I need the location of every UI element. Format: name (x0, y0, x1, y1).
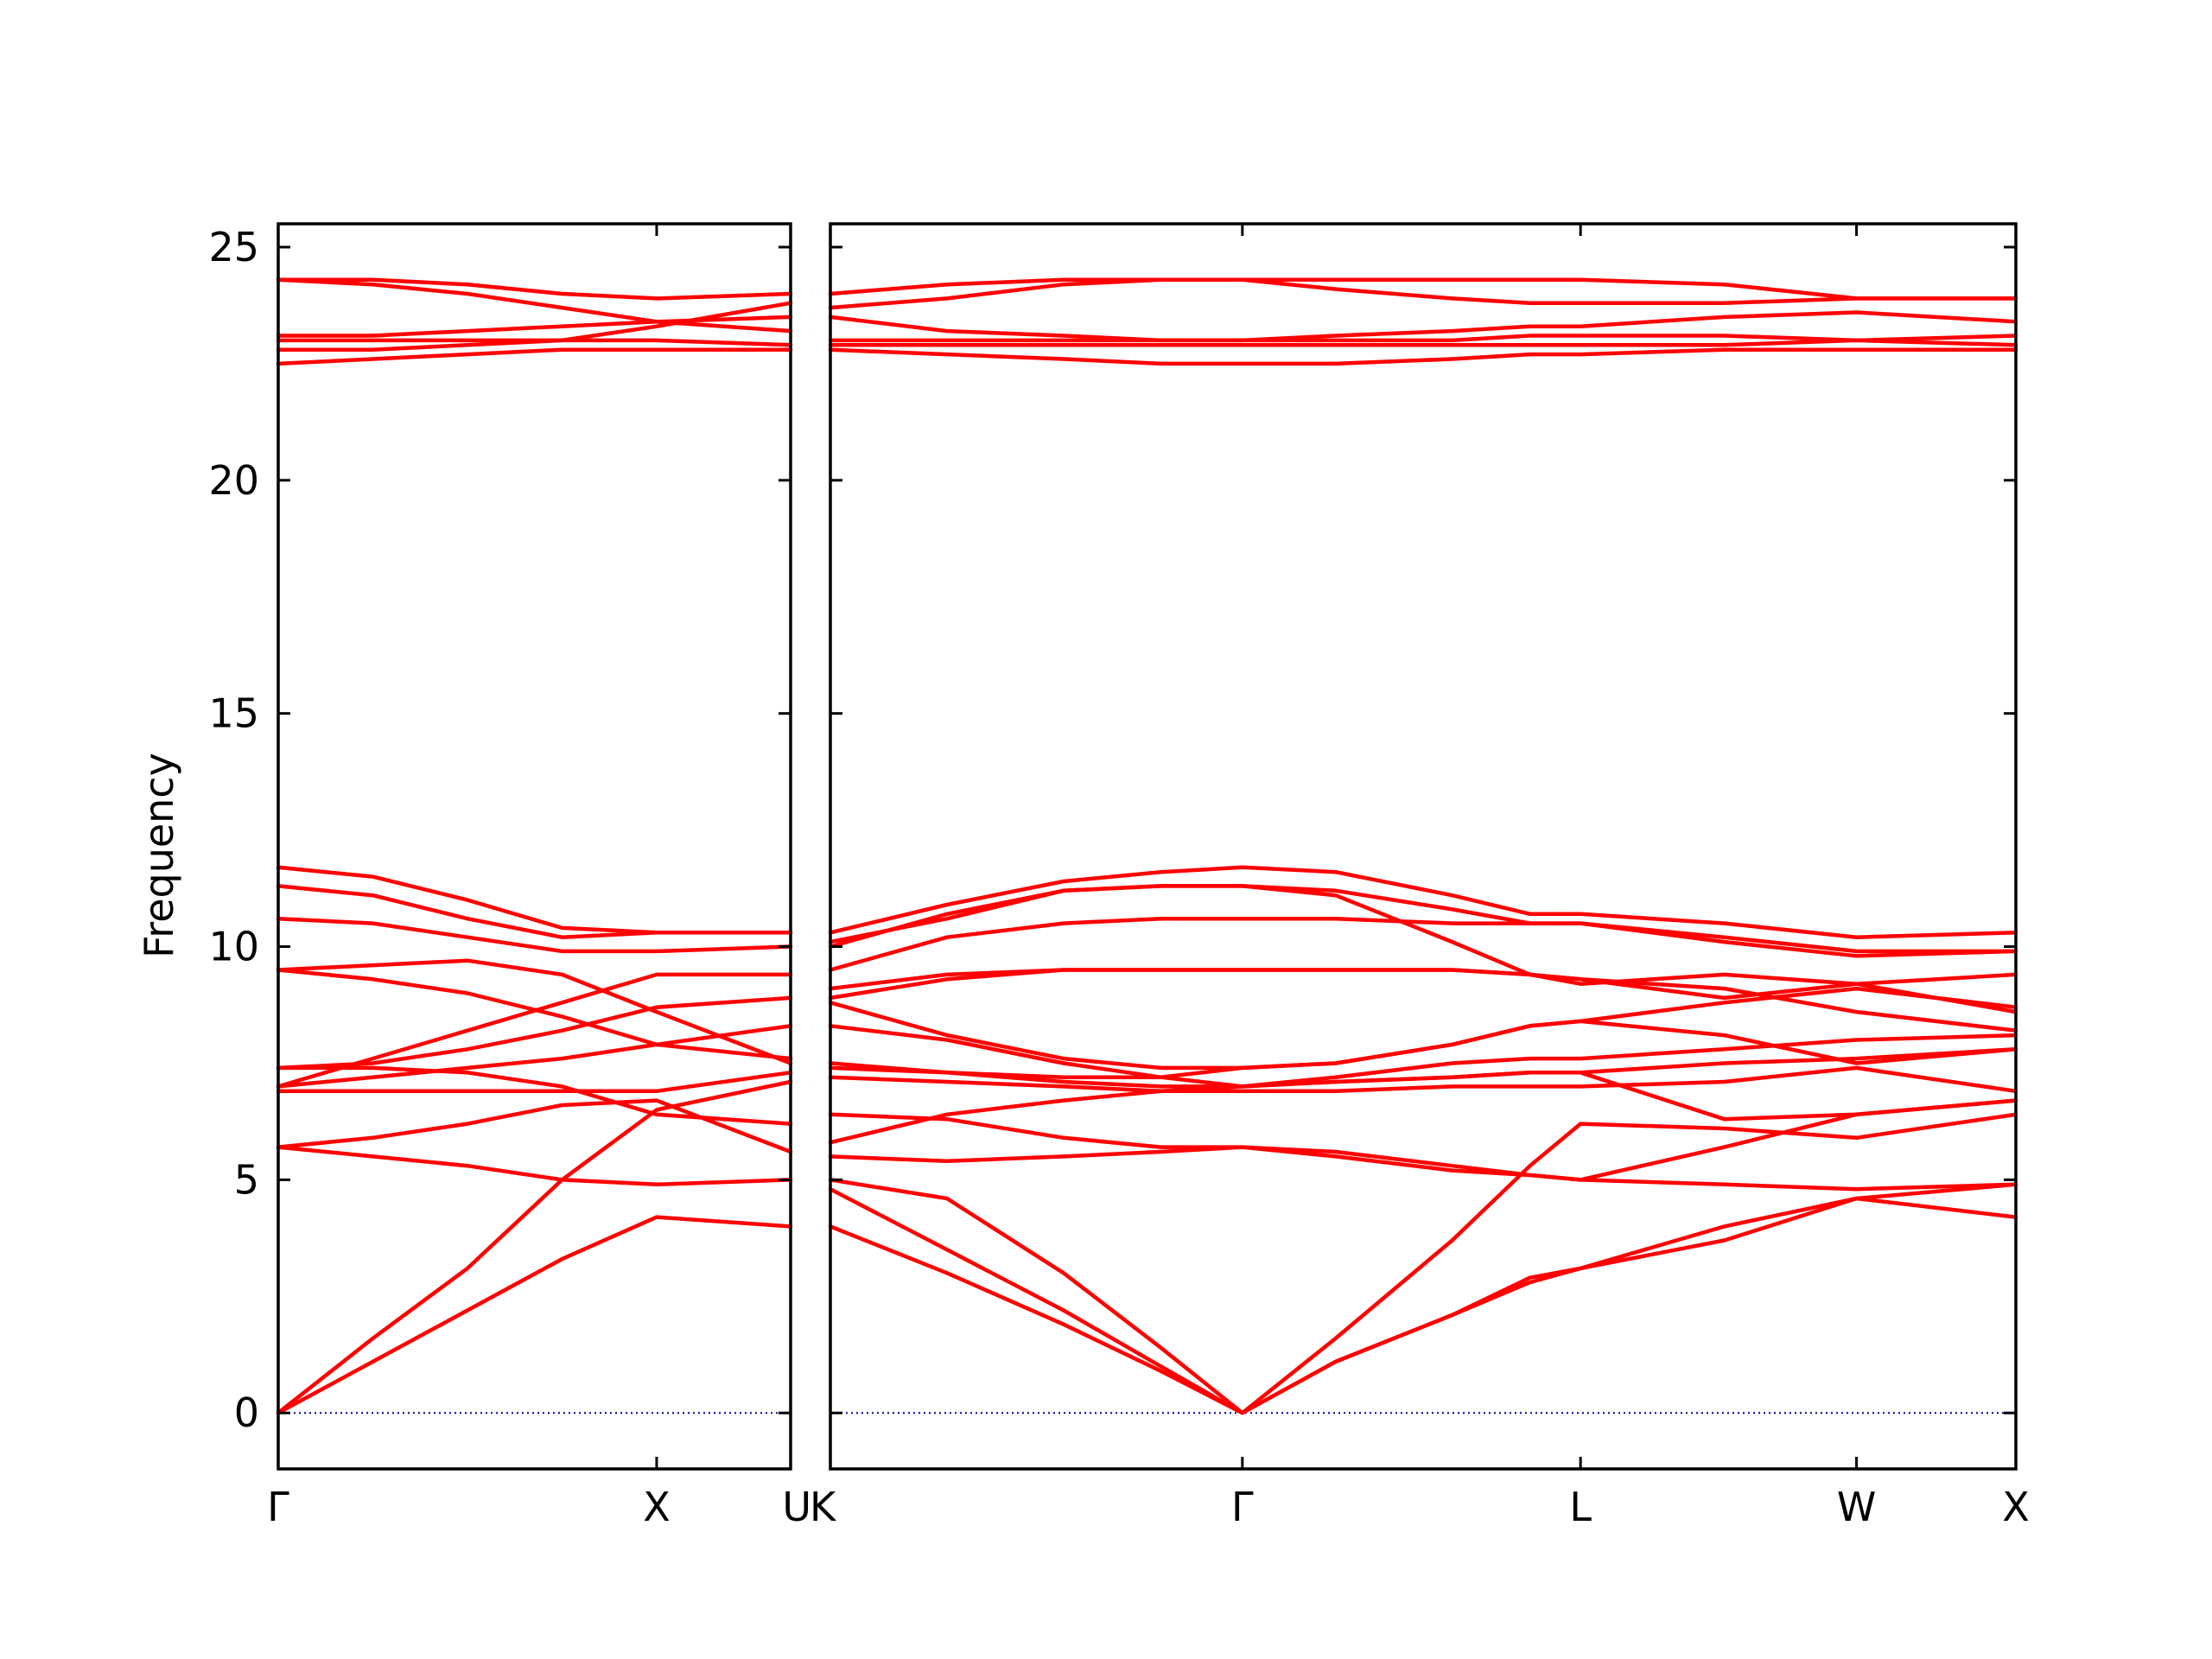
band-line-3 (276, 1145, 793, 1187)
y-tick-label: 0 (234, 1389, 259, 1436)
band-line-14 (276, 865, 793, 935)
band-line-6 (276, 1024, 793, 1089)
band-line-8 (276, 1065, 793, 1126)
band-line-14 (828, 916, 2018, 972)
band-line-17 (828, 865, 2018, 939)
band-line-11 (276, 972, 793, 1089)
y-tick-label: 20 (208, 457, 259, 504)
plot-panels: 0 5 10 15 20 25 Γ X UK Γ L W X (208, 222, 2030, 1530)
y-tick-label: 5 (234, 1156, 259, 1203)
x-tick-label: K (810, 1484, 837, 1530)
y-tick-label: 10 (208, 924, 259, 970)
band-line-13 (828, 968, 2018, 1033)
band-line-5 (276, 1071, 793, 1094)
y-axis-label: Frequency (136, 753, 182, 958)
band-line-11 (828, 986, 2018, 1079)
panel-frame (276, 222, 792, 1471)
band-line-7 (828, 1065, 2018, 1094)
band-line-5 (828, 1098, 2018, 1182)
x-tick-label: Γ (1231, 1484, 1254, 1530)
band-line-18 (276, 315, 793, 338)
band-line-13 (276, 884, 793, 939)
band-line-15 (276, 347, 793, 366)
band-line-22 (828, 277, 2018, 310)
band-line-4 (828, 1145, 2018, 1192)
band-line-17 (276, 338, 793, 347)
y-tick-label: 15 (208, 690, 259, 737)
band-line-3 (828, 1178, 2018, 1415)
band-line-10 (828, 1001, 2018, 1071)
band-line-8 (828, 1047, 2018, 1089)
band-line-16 (828, 884, 2018, 954)
band-line-20 (276, 277, 793, 301)
band-line-20 (828, 334, 2018, 343)
x-tick-label: U (782, 1484, 811, 1530)
x-tick-label: L (1569, 1484, 1592, 1530)
x-tick-label: X (643, 1484, 671, 1530)
x-tick-label: Γ (267, 1484, 289, 1530)
band-line-10 (276, 968, 793, 1061)
band-line-1 (276, 1079, 793, 1415)
x-tick-label: X (2002, 1484, 2030, 1530)
band-line-18 (828, 347, 2018, 366)
band-line-12 (276, 916, 793, 954)
band-line-21 (828, 310, 2018, 343)
band-line-23 (828, 277, 2018, 301)
band-line-19 (276, 277, 793, 334)
y-tick-label: 25 (208, 224, 259, 270)
band-line-4 (276, 1098, 793, 1154)
band-line-1 (828, 1112, 2018, 1415)
x-tick-label: W (1837, 1484, 1876, 1530)
band-line-19 (828, 338, 2018, 347)
panel-1: 0 5 10 15 20 25 Γ X U (208, 222, 811, 1530)
panel-frame (829, 222, 2018, 1471)
band-line-9 (276, 958, 793, 1065)
band-line-2 (276, 1215, 793, 1415)
band-line-9 (828, 1024, 2018, 1089)
